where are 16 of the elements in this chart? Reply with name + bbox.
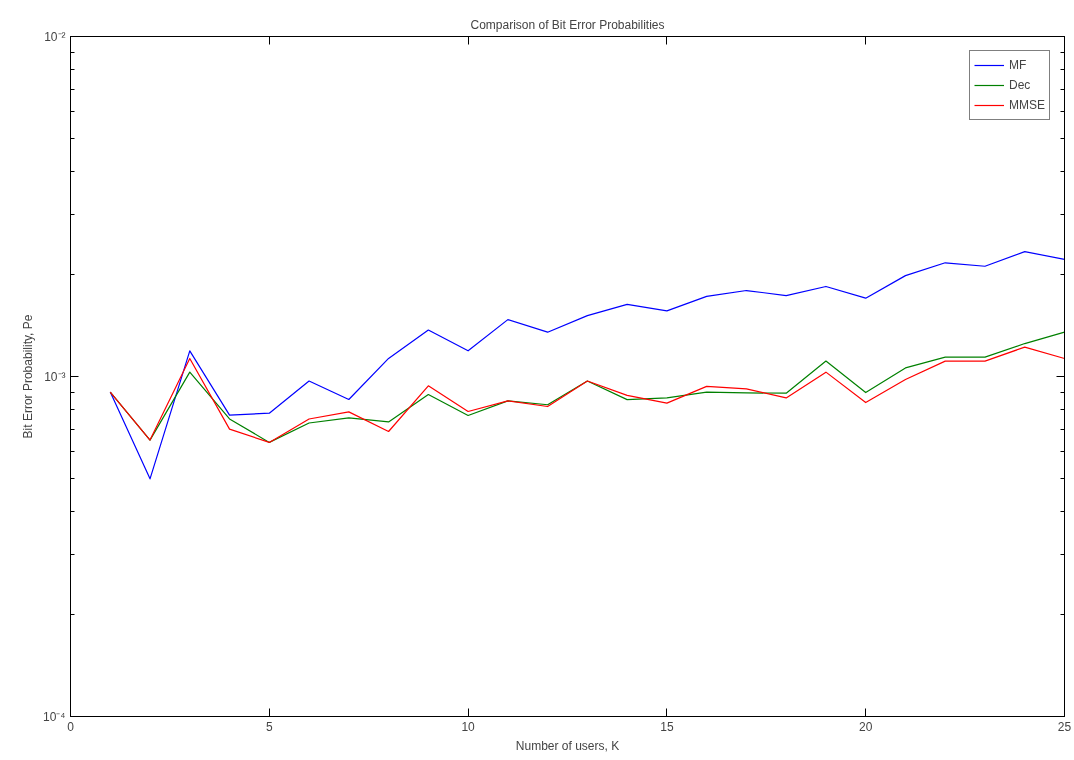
legend-label: Dec — [1009, 78, 1031, 92]
x-tick-label: 0 — [67, 719, 75, 734]
legend-label: MMSE — [1009, 98, 1045, 112]
y-axis-title: Bit Error Probability, Pe — [21, 314, 35, 439]
legend-label: MF — [1009, 58, 1028, 72]
chart-title: Comparison of Bit Error Probabilities — [470, 17, 665, 32]
line-series — [109, 251, 1065, 480]
x-tick-label: 5 — [265, 719, 273, 734]
x-tick-label: 10 — [461, 719, 476, 734]
y-tick-label: 10⁻⁴ — [43, 709, 66, 724]
x-axis-title: Number of users, K — [515, 738, 620, 753]
x-tick-label: 25 — [1057, 719, 1072, 734]
y-tick-label: 10⁻³ — [44, 369, 66, 384]
y-tick-label: 10⁻² — [44, 29, 66, 44]
x-tick-label: 15 — [660, 719, 674, 734]
x-tick-label: 20 — [859, 719, 873, 734]
